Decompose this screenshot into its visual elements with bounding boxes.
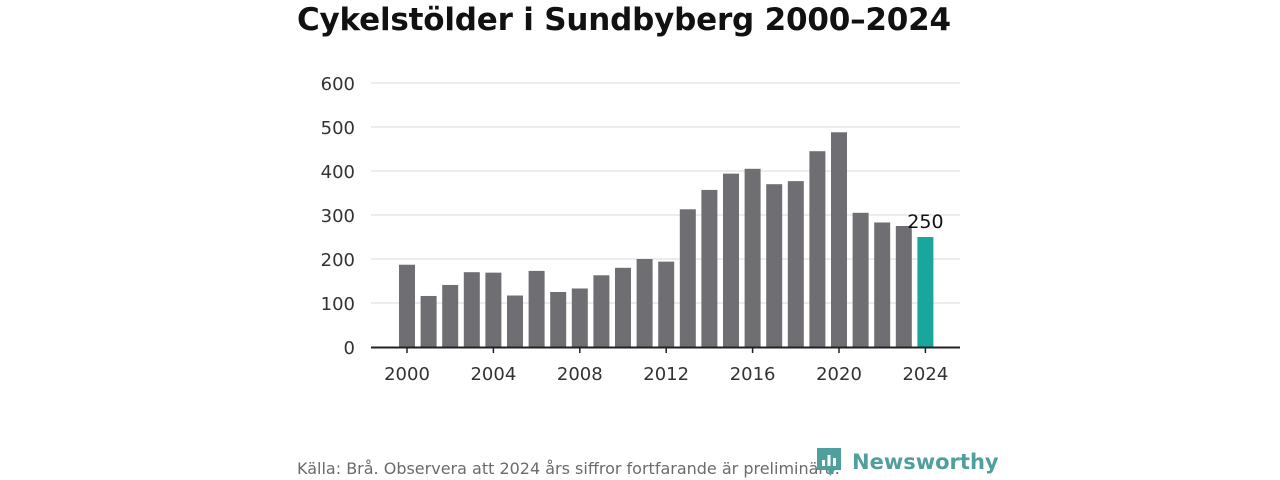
y-tick-label: 100: [321, 294, 355, 315]
y-tick-label: 500: [321, 118, 355, 139]
bar: [571, 288, 588, 347]
data-label-2024: 250: [907, 211, 943, 233]
x-tick-label: 2020: [816, 364, 862, 385]
bar: [593, 275, 610, 347]
newsworthy-logo-icon: [817, 448, 841, 476]
brand-logo: Newsworthy: [815, 446, 999, 478]
y-tick-label: 400: [321, 162, 355, 183]
bar-2024-highlight: [917, 237, 934, 347]
bar: [463, 272, 480, 347]
bar: [528, 270, 545, 347]
brand-name: Newsworthy: [852, 450, 999, 474]
bar: [766, 184, 783, 347]
bar: [485, 272, 502, 347]
bar: [895, 226, 912, 347]
bar: [658, 261, 675, 347]
bar: [852, 212, 869, 347]
x-tick-label: 2016: [730, 364, 776, 385]
x-tick-label: 2004: [470, 364, 516, 385]
bar: [442, 284, 459, 347]
x-tick-label: 2008: [557, 364, 603, 385]
bar: [636, 259, 653, 347]
y-tick-label: 200: [321, 250, 355, 271]
bar: [744, 168, 761, 347]
bar: [809, 151, 826, 347]
bar: [701, 189, 718, 347]
bar: [420, 295, 437, 347]
bar: [787, 181, 804, 347]
bar: [507, 295, 523, 347]
bar: [679, 209, 696, 347]
bar: [615, 267, 631, 347]
y-tick-label: 0: [344, 338, 355, 359]
bar: [550, 292, 567, 347]
bar: [874, 222, 891, 347]
y-tick-label: 600: [321, 74, 355, 95]
bar: [831, 132, 847, 347]
x-tick-label: 2024: [902, 364, 948, 385]
x-tick-label: 2012: [643, 364, 689, 385]
y-tick-label: 300: [321, 206, 355, 227]
x-tick-label: 2000: [384, 364, 430, 385]
chart-title: Cykelstölder i Sundbyberg 2000–2024: [297, 2, 951, 38]
source-note: Källa: Brå. Observera att 2024 års siffr…: [297, 459, 840, 478]
bar: [723, 173, 739, 347]
bar: [399, 264, 415, 347]
